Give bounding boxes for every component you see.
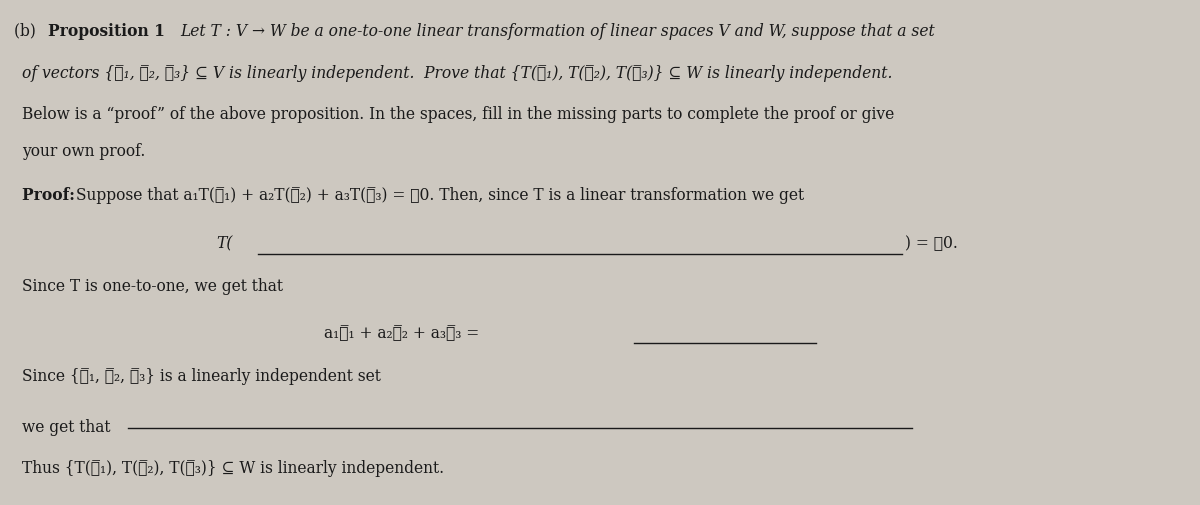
Text: of vectors {ᵯ̅₁, ᵯ̅₂, ᵯ̅₃} ⊆ V is linearly independent.  Prove that {T(ᵯ̅₁), T(ᵯ: of vectors {ᵯ̅₁, ᵯ̅₂, ᵯ̅₃} ⊆ V is linear… bbox=[22, 65, 892, 82]
Text: Since {ᵯ̅₁, ᵯ̅₂, ᵯ̅₃} is a linearly independent set: Since {ᵯ̅₁, ᵯ̅₂, ᵯ̅₃} is a linearly inde… bbox=[22, 368, 380, 385]
Text: Proof:: Proof: bbox=[22, 187, 80, 204]
Text: we get that: we get that bbox=[22, 418, 115, 435]
Text: Thus {T(ᵯ̅₁), T(ᵯ̅₂), T(ᵯ̅₃)} ⊆ W is linearly independent.: Thus {T(ᵯ̅₁), T(ᵯ̅₂), T(ᵯ̅₃)} ⊆ W is lin… bbox=[22, 460, 444, 477]
Text: Since T is one-to-one, we get that: Since T is one-to-one, we get that bbox=[22, 278, 283, 295]
Text: T(: T( bbox=[216, 235, 233, 252]
Text: Suppose that a₁T(ᵯ̅₁) + a₂T(ᵯ̅₂) + a₃T(ᵯ̅₃) = ⃗0. Then, since T is a linear tran: Suppose that a₁T(ᵯ̅₁) + a₂T(ᵯ̅₂) + a₃T(ᵯ… bbox=[76, 187, 804, 204]
Text: your own proof.: your own proof. bbox=[22, 142, 145, 160]
Text: Below is a “proof” of the above proposition. In the spaces, fill in the missing : Below is a “proof” of the above proposit… bbox=[22, 106, 894, 123]
Text: ) = ⃗0.: ) = ⃗0. bbox=[905, 235, 958, 252]
Text: Let T : V → W be a one-to-one linear transformation of linear spaces V and W, su: Let T : V → W be a one-to-one linear tra… bbox=[180, 23, 935, 40]
Text: Proposition 1: Proposition 1 bbox=[48, 23, 170, 40]
Text: a₁ᵯ̅₁ + a₂ᵯ̅₂ + a₃ᵯ̅₃ =: a₁ᵯ̅₁ + a₂ᵯ̅₂ + a₃ᵯ̅₃ = bbox=[324, 324, 484, 341]
Text: (b): (b) bbox=[14, 23, 41, 40]
